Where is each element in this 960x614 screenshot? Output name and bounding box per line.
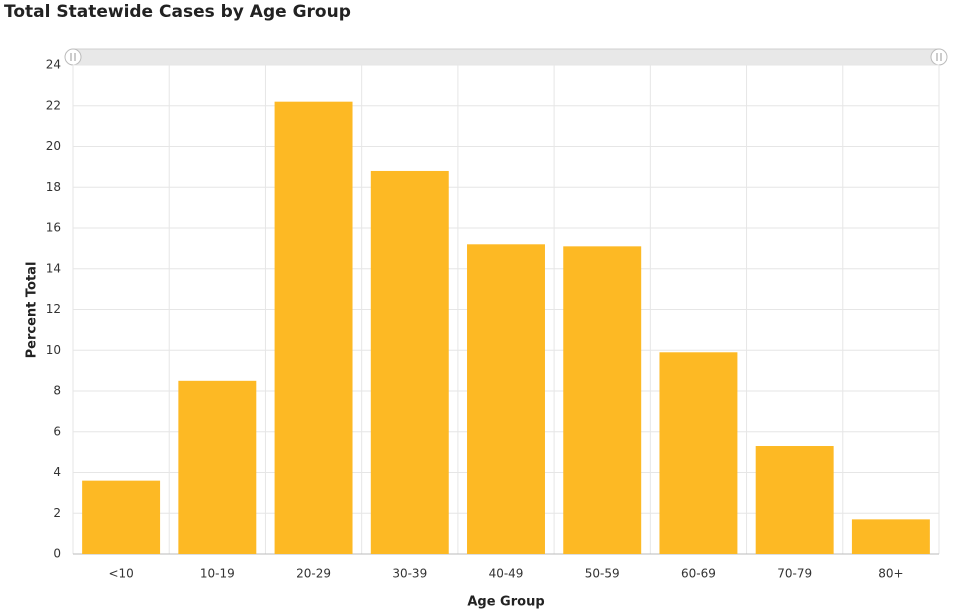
- scrollbar-track[interactable]: [72, 48, 940, 66]
- y-tick-label: 10: [46, 343, 61, 357]
- y-tick-label: 4: [53, 465, 61, 479]
- x-tick-label: 80+: [878, 567, 903, 581]
- x-tick-label: 70-79: [777, 567, 812, 581]
- x-axis-title: Age Group: [467, 595, 544, 610]
- x-tick-label: <10: [108, 567, 133, 581]
- x-tick-label: 20-29: [296, 567, 331, 581]
- scroll-handle-left[interactable]: [64, 48, 82, 66]
- scroll-handle-right[interactable]: [930, 48, 948, 66]
- bar: [178, 380, 257, 554]
- y-tick-label: 2: [53, 506, 61, 520]
- y-tick-label: 6: [53, 424, 61, 438]
- x-tick-label: 30-39: [392, 567, 427, 581]
- x-tick-label: 40-49: [489, 567, 524, 581]
- y-axis-title: Percent Total: [25, 262, 40, 359]
- x-tick-label: 10-19: [200, 567, 235, 581]
- x-tick-label: 50-59: [585, 567, 620, 581]
- scrollbar[interactable]: [64, 48, 948, 66]
- y-tick-label: 12: [46, 302, 61, 316]
- y-tick-label: 18: [46, 180, 61, 194]
- y-tick-label: 14: [46, 261, 61, 275]
- bar: [370, 170, 449, 554]
- chart-title: Total Statewide Cases by Age Group: [4, 2, 351, 22]
- y-tick-label: 8: [53, 384, 61, 398]
- bar: [467, 244, 545, 555]
- bar: [274, 101, 353, 555]
- bar: [659, 352, 738, 554]
- bar: [755, 446, 834, 554]
- y-tick-label: 0: [53, 547, 61, 561]
- bar: [851, 519, 930, 554]
- y-tick-label: 22: [46, 98, 61, 112]
- x-tick-label: 60-69: [681, 567, 716, 581]
- bar: [563, 246, 642, 554]
- y-tick-label: 20: [46, 139, 61, 153]
- bar: [82, 480, 161, 554]
- y-tick-label: 24: [46, 58, 61, 72]
- y-tick-label: 16: [46, 221, 61, 235]
